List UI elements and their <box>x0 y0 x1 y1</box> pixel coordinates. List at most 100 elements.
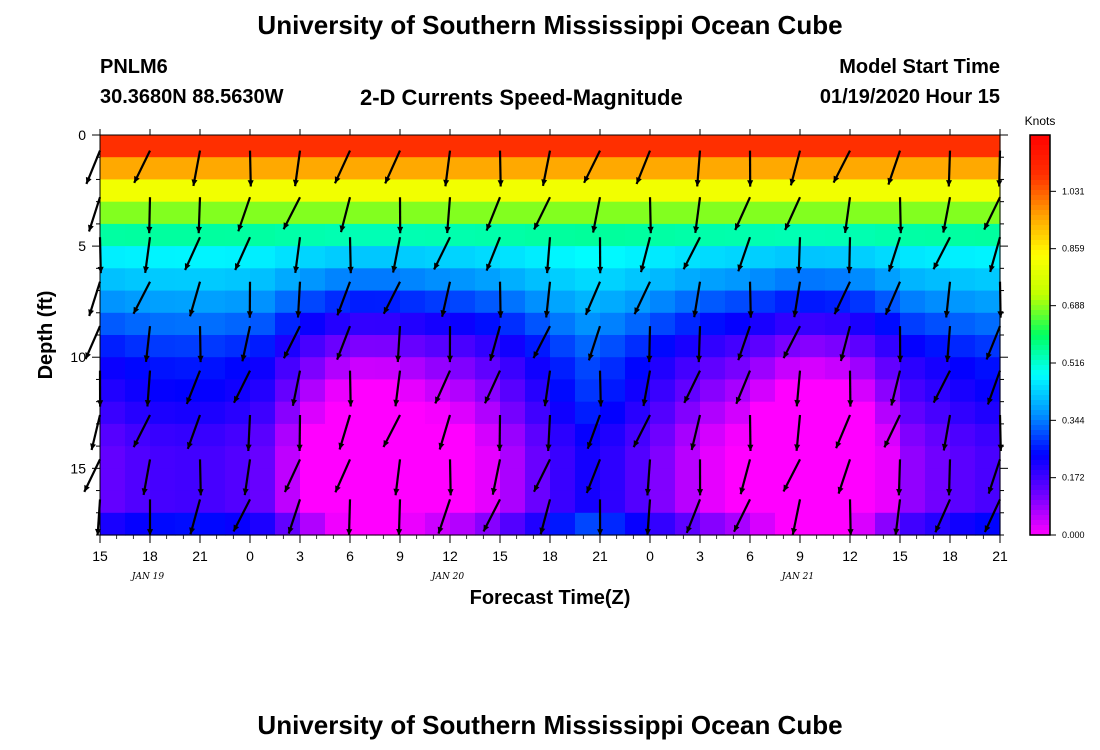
colorbar-cell <box>1030 365 1050 371</box>
colorbar-cell <box>1030 200 1050 206</box>
current-arrow-head <box>141 488 148 495</box>
colorbar-cell <box>1030 285 1050 291</box>
current-arrow-head <box>795 266 802 274</box>
heat-cell <box>100 379 126 403</box>
heat-cell <box>900 357 926 380</box>
current-arrow-head <box>534 484 540 492</box>
heat-cell <box>300 379 326 403</box>
heat-cell <box>600 379 626 403</box>
heat-cell <box>525 446 551 469</box>
heat-cell <box>550 135 576 158</box>
heat-cell <box>100 312 126 336</box>
heat-cell <box>875 490 901 514</box>
heat-cell <box>650 268 676 292</box>
current-arrow-head <box>887 177 894 185</box>
heat-cell <box>650 312 676 336</box>
current-arrow-head <box>647 226 654 234</box>
heat-cell <box>150 512 176 536</box>
colorbar-cell <box>1030 240 1050 246</box>
current-arrow-head <box>987 486 994 494</box>
current-arrow-head <box>644 528 651 536</box>
current-arrow-head <box>897 226 904 234</box>
heat-cell <box>775 357 801 380</box>
heat-cell <box>925 490 951 514</box>
current-arrow-head <box>496 444 503 451</box>
current-arrow-head <box>747 180 754 187</box>
colorbar-cell <box>1030 405 1050 411</box>
current-arrow-head <box>242 488 249 496</box>
heat-cell <box>550 312 576 336</box>
heat-cell <box>300 246 326 269</box>
current-arrow-head <box>484 396 491 404</box>
colorbar-tick-label: 0.859 <box>1062 244 1085 254</box>
heat-cell <box>525 379 551 403</box>
heat-cell <box>600 512 626 536</box>
heat-cell <box>625 335 651 358</box>
heat-cell <box>875 268 901 292</box>
heat-cell <box>350 312 376 336</box>
heat-cell <box>950 379 976 403</box>
heat-cell <box>200 357 226 380</box>
heat-cell <box>925 135 951 158</box>
current-arrow-head <box>189 527 196 535</box>
heat-cell <box>225 446 251 469</box>
current-arrow-head <box>489 353 495 361</box>
heat-cell <box>825 379 851 403</box>
current-arrow-head <box>792 310 799 318</box>
heat-cell <box>225 490 251 514</box>
colorbar-cell <box>1030 185 1050 191</box>
heat-cell <box>675 223 701 247</box>
heat-cell <box>675 379 701 403</box>
heat-cell <box>200 490 226 514</box>
heat-cell <box>725 290 751 314</box>
colorbar-cell <box>1030 260 1050 266</box>
heat-cell <box>675 179 701 203</box>
heat-cell <box>500 446 526 469</box>
current-arrow-head <box>896 489 903 496</box>
heat-cell <box>550 423 576 447</box>
current-arrow-head <box>794 444 801 451</box>
current-arrow-head <box>338 442 345 450</box>
current-arrow-head <box>497 180 504 187</box>
current-arrow-head <box>636 177 642 184</box>
heat-cell <box>200 468 226 492</box>
heat-cell <box>525 223 551 247</box>
current-arrow-head <box>291 399 298 406</box>
current-arrow-head <box>847 400 854 407</box>
heat-cell <box>325 446 351 469</box>
heat-cell <box>500 246 526 269</box>
heat-cell <box>175 490 201 514</box>
heat-cell <box>750 468 776 492</box>
colorbar-cell <box>1030 315 1050 321</box>
heat-cell <box>150 401 176 425</box>
heat-cell <box>275 312 301 336</box>
heat-cell <box>225 223 251 247</box>
heat-cell <box>275 401 301 425</box>
heat-cell <box>925 201 951 225</box>
heat-cell <box>150 135 176 158</box>
current-arrow-head <box>884 440 890 448</box>
heat-cell <box>775 223 801 247</box>
heat-cell <box>500 201 526 225</box>
colorbar-tick-label: 0.688 <box>1062 301 1085 311</box>
heat-cell <box>500 468 526 492</box>
colorbar-cell <box>1030 380 1050 386</box>
colorbar-cell <box>1030 245 1050 251</box>
heat-cell <box>275 357 301 380</box>
colorbar-cell <box>1030 515 1050 521</box>
x-tick-label: 21 <box>592 548 608 564</box>
heat-cell <box>475 335 501 358</box>
colorbar-cell <box>1030 215 1050 221</box>
heat-cell <box>675 357 701 380</box>
heat-cell <box>150 468 176 492</box>
y-tick-label: 0 <box>78 127 86 143</box>
heat-cell <box>925 446 951 469</box>
heat-cell <box>250 335 276 358</box>
heat-cell <box>975 135 1001 158</box>
heat-cell <box>875 357 901 380</box>
current-arrow-head <box>587 441 593 449</box>
heat-cell <box>300 312 326 336</box>
heat-cell <box>950 357 976 380</box>
heat-cell <box>725 401 751 425</box>
heat-cell <box>575 401 601 425</box>
